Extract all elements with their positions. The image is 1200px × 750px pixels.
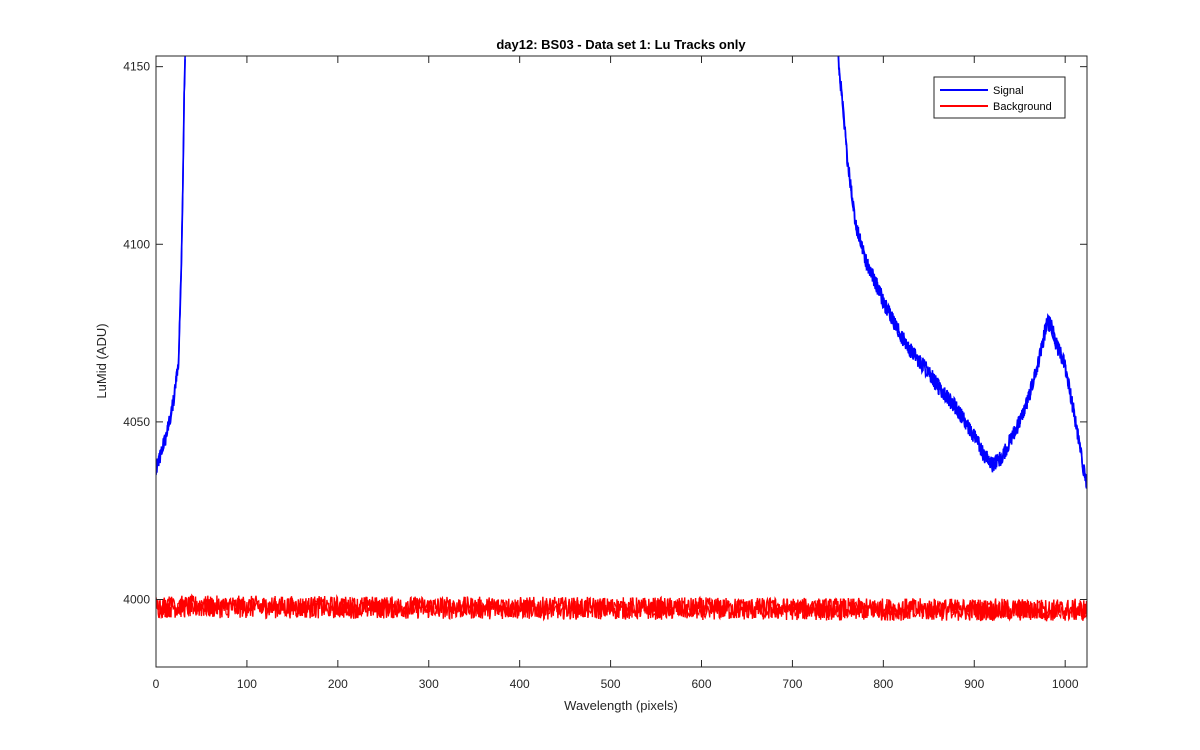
plot-background	[156, 56, 1087, 667]
y-tick-label: 4000	[123, 593, 150, 607]
x-tick-label: 600	[691, 677, 711, 691]
plot-frame	[155, 55, 1088, 668]
x-tick-label: 100	[237, 677, 257, 691]
x-tick-label: 1000	[1052, 677, 1079, 691]
chart-title: day12: BS03 - Data set 1: Lu Tracks only	[496, 37, 746, 52]
x-tick-label: 0	[153, 677, 160, 691]
legend-label-signal: Signal	[993, 85, 1024, 97]
background-trace	[156, 596, 1087, 620]
legend-label-background: Background	[993, 101, 1052, 113]
x-axis: 0 100 200 300 400 500 600 700 800 900 1000	[153, 56, 1079, 691]
y-tick-label: 4050	[123, 415, 150, 429]
series-layer	[156, 56, 1087, 622]
y-tick-label: 4150	[123, 60, 150, 74]
x-tick-label: 400	[510, 677, 530, 691]
x-tick-label: 700	[782, 677, 802, 691]
signal-trace	[156, 56, 186, 476]
y-axis-label: LuMid (ADU)	[94, 323, 109, 398]
x-tick-label: 300	[419, 677, 439, 691]
signal-trace	[837, 56, 1087, 489]
x-axis-label: Wavelength (pixels)	[564, 698, 678, 713]
x-tick-label: 900	[964, 677, 984, 691]
legend-box	[933, 76, 1066, 119]
legend: Signal Background	[933, 76, 1066, 119]
x-tick-label: 200	[328, 677, 348, 691]
y-axis: 4000 4050 4100 4150	[123, 60, 1087, 607]
x-tick-label: 800	[873, 677, 893, 691]
y-tick-label: 4100	[123, 237, 150, 251]
x-tick-label: 500	[601, 677, 621, 691]
